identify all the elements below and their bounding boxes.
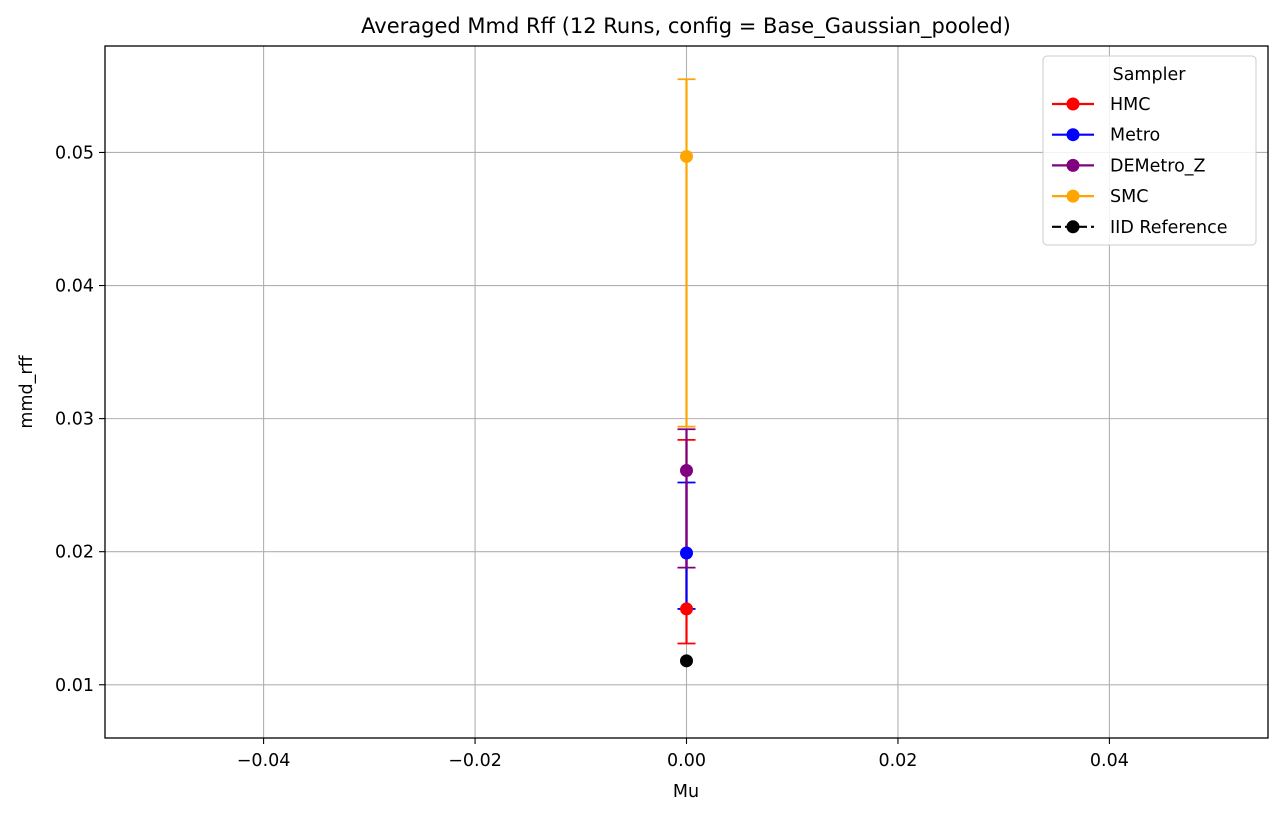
hmc-point bbox=[680, 602, 693, 616]
y-axis-label: mmd_rff bbox=[17, 354, 37, 428]
demetro-z-point bbox=[680, 464, 693, 478]
legend-label-metro: Metro bbox=[1110, 126, 1160, 146]
y-tick-label: 0.04 bbox=[55, 277, 94, 297]
legend-marker-hmc bbox=[1066, 97, 1080, 111]
legend-title: Sampler bbox=[1113, 65, 1187, 85]
legend-box bbox=[1042, 55, 1257, 246]
x-axis-ticks: −0.04 −0.02 0.00 0.02 0.04 bbox=[237, 738, 1129, 771]
legend-marker-demetro-z bbox=[1066, 158, 1080, 172]
x-tick-label: 0.02 bbox=[878, 751, 917, 771]
y-axis-ticks: 0.01 0.02 0.03 0.04 0.05 bbox=[55, 143, 105, 696]
legend-label-hmc: HMC bbox=[1110, 95, 1150, 115]
metro-point bbox=[680, 546, 693, 560]
x-tick-label: −0.02 bbox=[448, 751, 502, 771]
x-tick-label: 0.00 bbox=[667, 751, 706, 771]
smc-point bbox=[680, 149, 693, 163]
y-tick-label: 0.03 bbox=[55, 410, 94, 430]
x-tick-label: −0.04 bbox=[237, 751, 291, 771]
legend-label-iid-reference: IID Reference bbox=[1110, 218, 1227, 238]
data-points bbox=[680, 149, 693, 668]
x-tick-label: 0.04 bbox=[1090, 751, 1129, 771]
y-tick-label: 0.02 bbox=[55, 543, 94, 563]
legend-marker-smc bbox=[1066, 189, 1080, 203]
x-axis-label: Mu bbox=[673, 782, 699, 802]
chart-title: Averaged Mmd Rff (12 Runs, config = Base… bbox=[361, 14, 1011, 39]
legend-items: HMC Metro DEMetro_Z SMC IID Reference bbox=[1052, 95, 1227, 238]
y-tick-label: 0.05 bbox=[55, 143, 94, 163]
legend: Sampler HMC Metro DEMetro_Z SMC IID Referenc… bbox=[1042, 55, 1257, 246]
y-tick-label: 0.01 bbox=[55, 676, 94, 696]
iid-reference-point bbox=[680, 654, 693, 668]
legend-marker-metro bbox=[1066, 128, 1080, 142]
legend-label-smc: SMC bbox=[1110, 187, 1148, 207]
legend-label-demetro-z: DEMetro_Z bbox=[1110, 156, 1206, 176]
legend-marker-iid-reference bbox=[1066, 220, 1080, 234]
